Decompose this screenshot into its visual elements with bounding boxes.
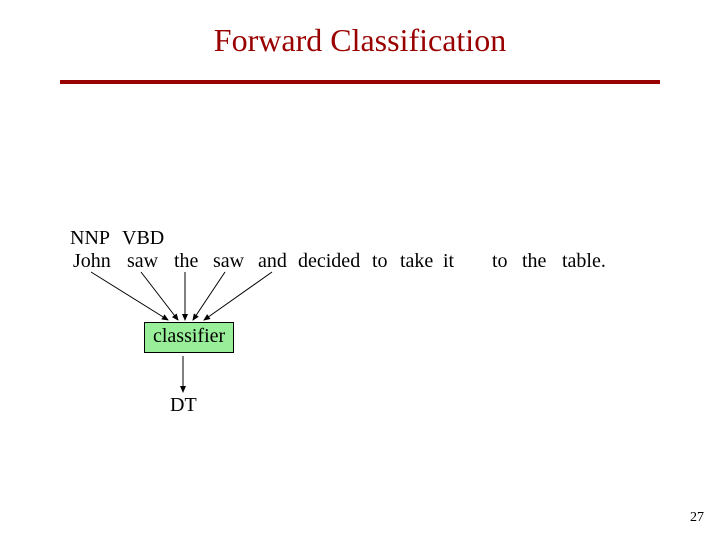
word: the bbox=[522, 250, 546, 273]
word: to bbox=[492, 250, 508, 273]
page-number: 27 bbox=[690, 510, 704, 526]
word: it bbox=[443, 250, 454, 273]
pos-tag: NNP bbox=[70, 227, 110, 250]
word: saw bbox=[127, 250, 158, 273]
arrow bbox=[193, 272, 225, 320]
slide-title: Forward Classification bbox=[0, 22, 720, 59]
arrow bbox=[141, 272, 178, 320]
title-rule bbox=[60, 80, 660, 84]
slide: Forward Classification NNPVBD Johnsawthe… bbox=[0, 0, 720, 540]
output-tag: DT bbox=[170, 394, 197, 417]
word: to bbox=[372, 250, 388, 273]
arrow bbox=[204, 272, 272, 320]
word: saw bbox=[213, 250, 244, 273]
word: and bbox=[258, 250, 287, 273]
classifier-box: classifier bbox=[144, 322, 234, 353]
word: table. bbox=[562, 250, 606, 273]
word: decided bbox=[298, 250, 360, 273]
pos-tag: VBD bbox=[122, 227, 164, 250]
arrow bbox=[91, 272, 168, 320]
word: John bbox=[73, 250, 111, 273]
word: the bbox=[174, 250, 198, 273]
word: take bbox=[400, 250, 433, 273]
